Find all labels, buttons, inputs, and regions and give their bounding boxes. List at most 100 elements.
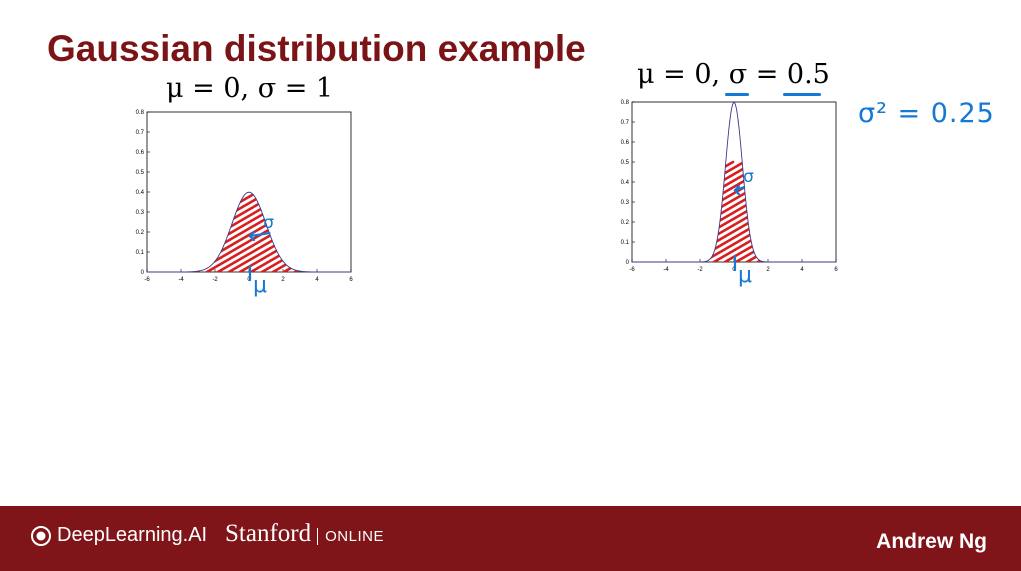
data-point [265,223,267,225]
hatch-stroke [198,192,304,272]
y-tick-label: 0.2 [136,230,145,236]
hatch-stroke [194,192,304,272]
data-point [206,268,207,269]
y-tick-label: 0.3 [621,200,630,206]
x-tick-label: -2 [697,267,703,273]
data-point [835,261,837,263]
y-tick-label: 0.5 [621,160,630,166]
data-point [214,260,216,262]
hatch-stroke [332,172,512,276]
y-tick-label: 0 [141,270,145,276]
data-point [282,260,284,262]
hatch-stroke [795,162,975,266]
y-tick-label: 0.4 [621,180,630,186]
hatch-stroke [0,172,160,276]
underline-annotation [725,93,749,96]
data-point [767,261,769,263]
hatch-stroke [806,162,986,266]
data-point [746,209,748,211]
chart1-parameters: μ = 0, σ = 1 [166,73,333,104]
hatch-stroke [773,162,953,266]
sigma-annotation: σ [743,167,754,187]
y-tick-label: 0.6 [136,150,145,156]
hatch-stroke [706,160,762,263]
hatch-stroke [706,160,762,263]
y-tick-label: 0 [626,260,630,266]
y-tick-label: 0.1 [136,250,145,256]
hatch-stroke [706,160,713,263]
chart2-mu-label: μ = 0, [637,59,721,90]
y-tick-label: 0.1 [621,240,630,246]
hatch-stroke [706,160,762,263]
hatch-stroke [275,192,304,272]
hatch-group [0,172,545,276]
hatch-stroke [310,172,490,276]
x-tick-label: 4 [315,277,319,283]
hatch-stroke [194,192,217,272]
data-point [720,209,722,211]
data-point [299,270,301,272]
hatch-stroke [365,172,545,276]
data-point [750,239,752,241]
data-point [257,201,258,203]
hatch-stroke [498,162,678,266]
hatch-stroke [231,192,304,272]
hatch-stroke [760,160,762,263]
variance-annotation: σ² = 0.25 [858,98,995,129]
hatch-stroke [706,160,762,263]
hatch-stroke [297,192,304,272]
x-tick-label: -4 [178,277,184,283]
y-tick-label: 0.3 [136,210,145,216]
hatch-stroke [194,192,283,272]
hatch-stroke [194,192,304,272]
deeplearning-icon [31,525,51,546]
hatch-stroke [194,192,304,272]
data-point [665,261,667,263]
y-tick-label: 0.2 [621,220,630,226]
data-point [801,261,803,263]
slide-title: Gaussian distribution example [47,28,586,69]
hatch-stroke [706,160,762,263]
x-tick-label: 2 [766,267,770,273]
hatch-stroke [706,160,762,263]
hatch-stroke [706,160,757,263]
stanford-logo-text: Stanford [225,520,312,547]
hatch-stroke [706,160,762,263]
hatch-stroke [828,162,1008,266]
hatch-stroke [487,162,667,266]
hatch-stroke [706,160,762,263]
hatch-stroke [194,192,228,272]
gaussian-chart-sigma-1: -6-4-2024600.10.20.30.40.50.60.70.8σμ [136,110,354,298]
gaussian-chart-sigma-0.5: -6-4-2024600.10.20.30.40.50.60.70.8σμ [621,100,839,288]
data-point [223,245,224,247]
hatch-stroke [465,162,645,266]
data-point [240,201,241,203]
hatch-stroke [861,162,1021,266]
data-point [291,268,292,269]
y-tick-label: 0.7 [136,130,145,136]
y-tick-label: 0.8 [136,110,145,116]
y-tick-label: 0.4 [136,190,145,196]
data-point [231,223,233,225]
hatch-stroke [194,192,304,272]
hatch-group [443,160,1021,266]
underline-annotation [783,93,821,96]
hatch-stroke [706,160,762,263]
hatch-stroke [2,172,182,276]
hatch-stroke [194,192,272,272]
hatch-stroke [0,172,149,276]
hatch-stroke [443,162,623,266]
hatch-stroke [343,172,523,276]
x-tick-label: 4 [800,267,804,273]
data-point [725,164,726,166]
x-tick-label: -6 [144,277,150,283]
hatch-stroke [509,162,689,266]
x-tick-label: -2 [212,277,218,283]
mu-annotation: μ [738,263,752,288]
hatch-stroke [354,172,534,276]
hatch-stroke [13,172,193,276]
deeplearning-ai-logo: DeepLearning.AI [31,524,207,547]
hatch-stroke [321,172,501,276]
hatch-stroke [454,162,634,266]
hatch-stroke [738,160,762,263]
